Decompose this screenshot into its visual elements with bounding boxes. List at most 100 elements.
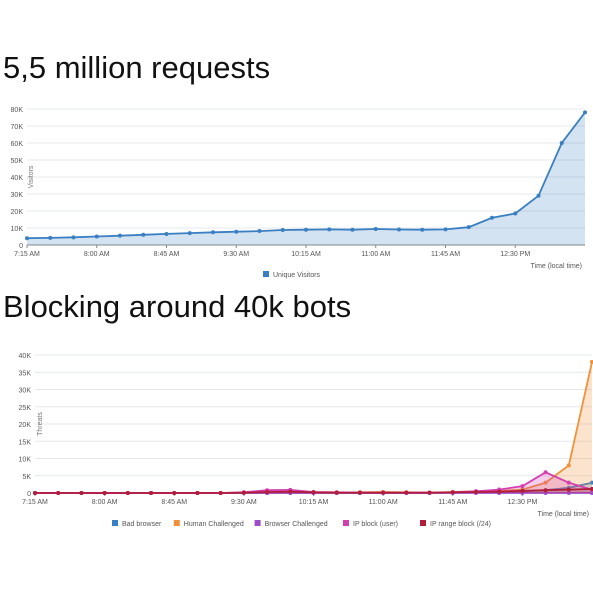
threats-chart: 0 5K 10K 15K 20K 25K 30K 35K 40K Threats 7:15 AM 8:… [19,353,593,528]
heading-requests: 5,5 million requests [3,50,271,85]
series-area [35,361,592,493]
data-point [288,489,293,494]
y-tick-label: 5K [22,474,31,481]
data-point [590,486,593,491]
data-point [590,480,593,485]
y-tick-label: 50K [11,158,24,165]
data-point [218,491,223,495]
series-line [35,361,593,494]
y-tick-label: 40K [19,353,32,360]
y-tick-label: 25K [19,405,32,412]
data-point [280,228,285,233]
data-point [102,491,107,495]
x-tick-label: 7:15 AM [14,251,40,258]
heading-bots: Blocking around 40k bots [3,289,352,324]
data-point [590,359,593,364]
x-tick-label: 8:00 AM [92,499,118,506]
x-tick-label: 11:00 AM [361,251,390,258]
data-point [71,235,76,240]
x-tick-label: 10:15 AM [291,251,321,258]
y-tick-label: 80K [11,107,24,114]
data-point [48,235,53,240]
data-point [327,227,332,232]
y-tick-label: 20K [11,209,24,216]
data-point [25,236,29,241]
data-point [234,229,239,234]
y-tick-label: 70K [11,124,24,131]
data-point [543,480,548,485]
x-tick-label: 7:15 AM [22,499,48,506]
data-point [543,491,548,495]
data-point [427,490,432,495]
data-point [420,227,425,232]
data-point [473,489,478,494]
x-tick-label: 10:15 AM [299,499,329,506]
x-tick-label: 11:00 AM [369,499,398,506]
legend-swatch [343,520,349,526]
data-point [566,487,571,492]
x-tick-label: 11:45 AM [438,499,467,506]
y-tick-label: 0 [19,243,23,250]
data-point [304,227,308,232]
data-point [311,490,316,495]
data-point [520,484,525,489]
data-point [520,488,525,493]
series-area [27,112,585,246]
data-point [566,480,571,485]
series-area [35,488,592,493]
series-area [35,482,592,493]
data-point [397,227,401,232]
y-tick-label: 35K [19,370,32,377]
x-tick-label: 9:30 AM [223,251,249,258]
legend-label: Unique Visitors [273,272,320,279]
data-point [125,491,130,495]
data-point [94,234,99,239]
legend-swatch [112,520,118,526]
data-point [381,490,386,495]
data-point [211,230,215,235]
x-tick-label: 12:30 PM [500,251,530,258]
data-point [141,232,146,237]
data-point [149,491,154,495]
y-axis-title: Threats [37,412,44,436]
data-point [350,227,355,232]
data-point [543,470,548,475]
data-point [490,215,494,220]
x-axis-title: Time (local time) [538,511,589,518]
data-point [164,231,169,236]
data-point [566,463,571,468]
data-point [241,490,246,495]
visitors-chart: 0 10K 20K 30K 40K 50K 60K 70K 80K Visitors 7:15 AM… [11,107,587,279]
data-point [172,491,177,495]
legend-label: Browser Challenged [265,521,328,528]
data-point [118,233,122,238]
data-point [566,491,571,495]
data-point [33,491,37,495]
y-tick-label: 10K [19,457,32,464]
legend-label: Human Challenged [184,521,244,528]
legend-swatch [263,271,269,277]
data-point [257,229,262,234]
y-tick-label: 40K [11,175,24,182]
data-point [559,141,564,145]
legend-label: Bad browser [122,521,162,528]
x-tick-label: 12:30 PM [507,499,537,506]
legend-swatch [173,520,180,526]
data-point [543,488,548,493]
data-point [450,490,455,495]
data-point [195,491,200,495]
data-point [583,110,587,115]
x-tick-label: 11:45 AM [431,251,460,258]
data-point [466,225,471,230]
y-tick-label: 30K [11,192,24,199]
data-point [79,491,84,495]
data-point [56,491,61,495]
x-axis-title: Time (local time) [531,263,582,270]
x-tick-label: 8:45 AM [154,251,180,258]
x-tick-label: 9:30 AM [231,499,257,506]
y-tick-label: 0 [27,491,31,498]
y-tick-label: 60K [11,141,24,148]
legend-swatch [420,520,426,526]
data-point [357,490,362,495]
data-point [404,490,409,495]
